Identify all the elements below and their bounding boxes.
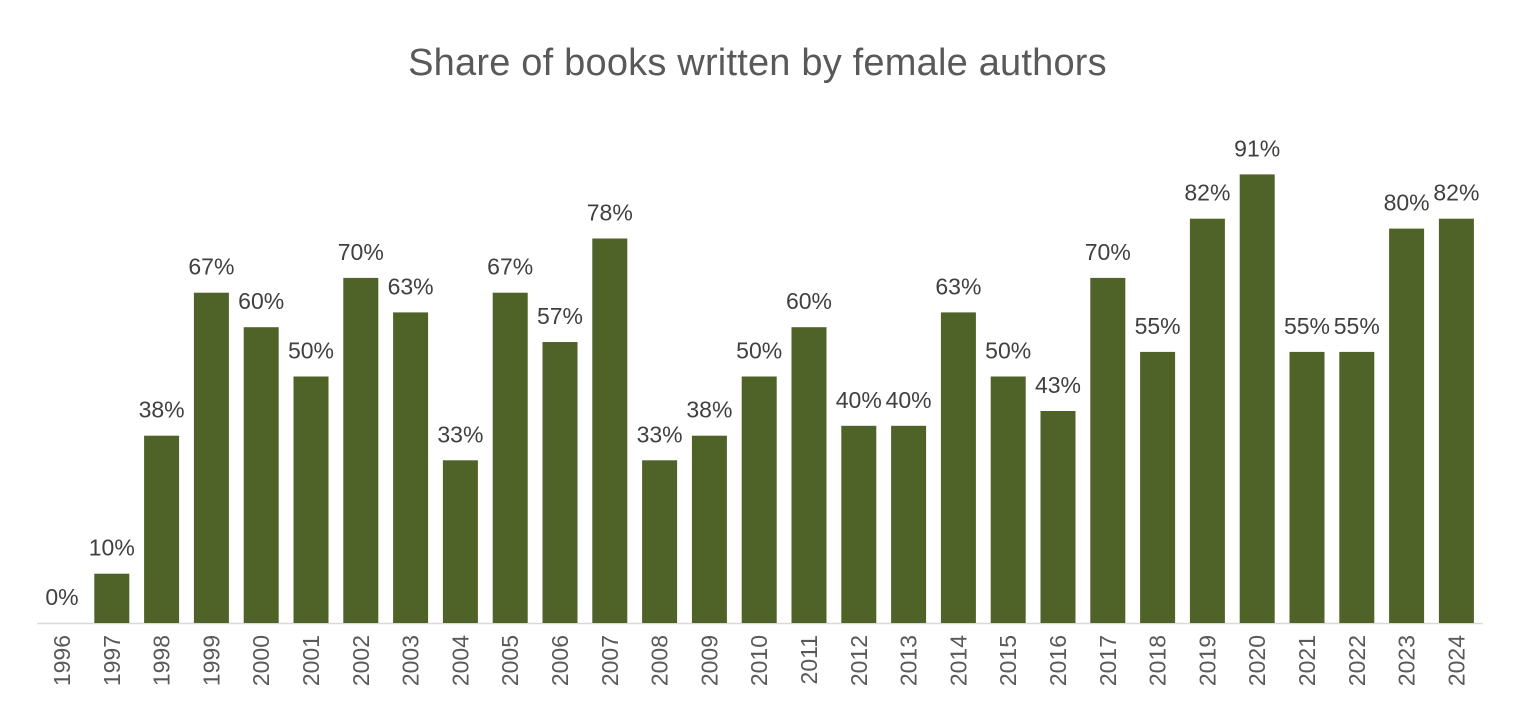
data-label-2016: 43% <box>1035 372 1081 398</box>
bar-2007 <box>592 238 628 623</box>
data-label-1996: 0% <box>45 584 78 610</box>
x-tick-label-2002: 2002 <box>348 635 374 686</box>
bar-2003 <box>393 312 429 623</box>
bar-2019 <box>1189 218 1225 623</box>
x-tick-label-2005: 2005 <box>497 635 523 686</box>
data-label-2021: 55% <box>1284 313 1330 339</box>
data-label-2019: 82% <box>1184 180 1230 206</box>
bar-2000 <box>243 327 279 623</box>
data-label-2008: 33% <box>637 421 683 447</box>
data-label-1999: 67% <box>188 254 234 280</box>
x-tick-label-2017: 2017 <box>1095 635 1121 686</box>
x-tick-label-2001: 2001 <box>298 635 324 686</box>
data-label-2023: 80% <box>1384 190 1430 216</box>
x-tick-label-2020: 2020 <box>1244 635 1270 686</box>
data-label-2018: 55% <box>1135 313 1181 339</box>
data-label-2012: 40% <box>836 387 882 413</box>
data-label-2009: 38% <box>686 397 732 423</box>
bar-2021 <box>1289 351 1325 623</box>
x-tick-label-2010: 2010 <box>746 635 772 686</box>
x-tick-label-2019: 2019 <box>1194 635 1220 686</box>
x-tick-label-2009: 2009 <box>696 635 722 686</box>
x-tick-label-1997: 1997 <box>99 635 125 686</box>
data-label-2022: 55% <box>1334 313 1380 339</box>
data-label-2005: 67% <box>487 254 533 280</box>
data-label-2014: 63% <box>935 273 981 299</box>
bar-2005 <box>492 292 528 623</box>
data-label-2024: 82% <box>1433 180 1479 206</box>
data-label-2011: 60% <box>786 288 832 314</box>
data-label-2017: 70% <box>1085 239 1131 265</box>
x-tick-label-2012: 2012 <box>846 635 872 686</box>
data-label-2007: 78% <box>587 200 633 226</box>
chart-title: Share of books written by female authors <box>408 42 1107 84</box>
x-tick-label-1998: 1998 <box>149 635 175 686</box>
data-label-2010: 50% <box>736 338 782 364</box>
x-tick-label-2018: 2018 <box>1145 635 1171 686</box>
x-tick-label-2022: 2022 <box>1344 635 1370 686</box>
data-label-2000: 60% <box>238 288 284 314</box>
data-label-2002: 70% <box>338 239 384 265</box>
x-tick-label-2004: 2004 <box>447 635 473 686</box>
bar-2011 <box>791 327 827 623</box>
bar-2020 <box>1239 174 1275 623</box>
data-label-2004: 33% <box>437 421 483 447</box>
data-label-2013: 40% <box>886 387 932 413</box>
bar-2006 <box>542 342 578 623</box>
bar-2022 <box>1339 351 1375 623</box>
data-label-2020: 91% <box>1234 135 1280 161</box>
bar-1997 <box>94 573 130 623</box>
x-tick-label-2000: 2000 <box>248 635 274 686</box>
bar-2023 <box>1389 228 1425 623</box>
x-tick-label-2021: 2021 <box>1294 635 1320 686</box>
bar-2013 <box>891 425 927 623</box>
x-tick-label-1999: 1999 <box>198 635 224 686</box>
bar-2016 <box>1040 411 1076 623</box>
x-tick-label-2003: 2003 <box>398 635 424 686</box>
x-tick-label-2014: 2014 <box>945 635 971 686</box>
data-label-2003: 63% <box>388 273 434 299</box>
bar-2015 <box>990 376 1026 623</box>
bar-2002 <box>343 277 379 623</box>
bar-2008 <box>642 460 678 623</box>
x-tick-label-2008: 2008 <box>647 635 673 686</box>
bar-2010 <box>741 376 777 623</box>
x-tick-label-2024: 2024 <box>1443 635 1469 686</box>
data-label-2001: 50% <box>288 338 334 364</box>
x-tick-label-2015: 2015 <box>995 635 1021 686</box>
data-label-2006: 57% <box>537 303 583 329</box>
data-label-1997: 10% <box>89 535 135 561</box>
bar-2018 <box>1140 351 1176 623</box>
data-label-2015: 50% <box>985 338 1031 364</box>
bar-2014 <box>940 312 976 623</box>
bar-2024 <box>1438 218 1474 623</box>
x-tick-label-2023: 2023 <box>1394 635 1420 686</box>
x-tick-label-2006: 2006 <box>547 635 573 686</box>
data-label-1998: 38% <box>139 397 185 423</box>
bar-1998 <box>144 435 180 623</box>
x-tick-label-2007: 2007 <box>597 635 623 686</box>
x-tick-label-2016: 2016 <box>1045 635 1071 686</box>
bar-2012 <box>841 425 877 623</box>
bar-2001 <box>293 376 329 623</box>
bar-2009 <box>691 435 727 623</box>
x-tick-label-2013: 2013 <box>896 635 922 686</box>
x-tick-label-2011: 2011 <box>796 635 822 684</box>
x-tick-label-1996: 1996 <box>49 635 75 686</box>
bar-2004 <box>442 460 478 623</box>
bar-1999 <box>193 292 229 623</box>
bar-2017 <box>1090 277 1126 623</box>
